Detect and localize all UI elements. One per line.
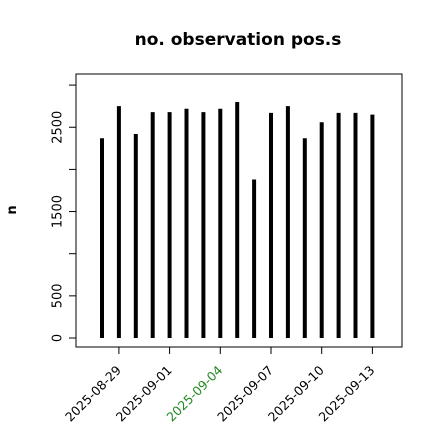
- y-tick-label: 500: [51, 283, 66, 308]
- y-tick-label: 1500: [51, 195, 66, 228]
- y-tick-label: 0: [51, 334, 66, 342]
- y-tick-label: 2500: [51, 111, 66, 144]
- y-axis-label: n: [5, 205, 20, 214]
- bars: [100, 101, 375, 338]
- x-axis: 2025-08-292025-09-012025-09-042025-09-07…: [62, 347, 378, 424]
- plot-frame: [75, 73, 403, 348]
- chart-title: no. observation pos.s: [135, 30, 342, 50]
- y-axis: 0 500 1500 2500: [51, 84, 76, 342]
